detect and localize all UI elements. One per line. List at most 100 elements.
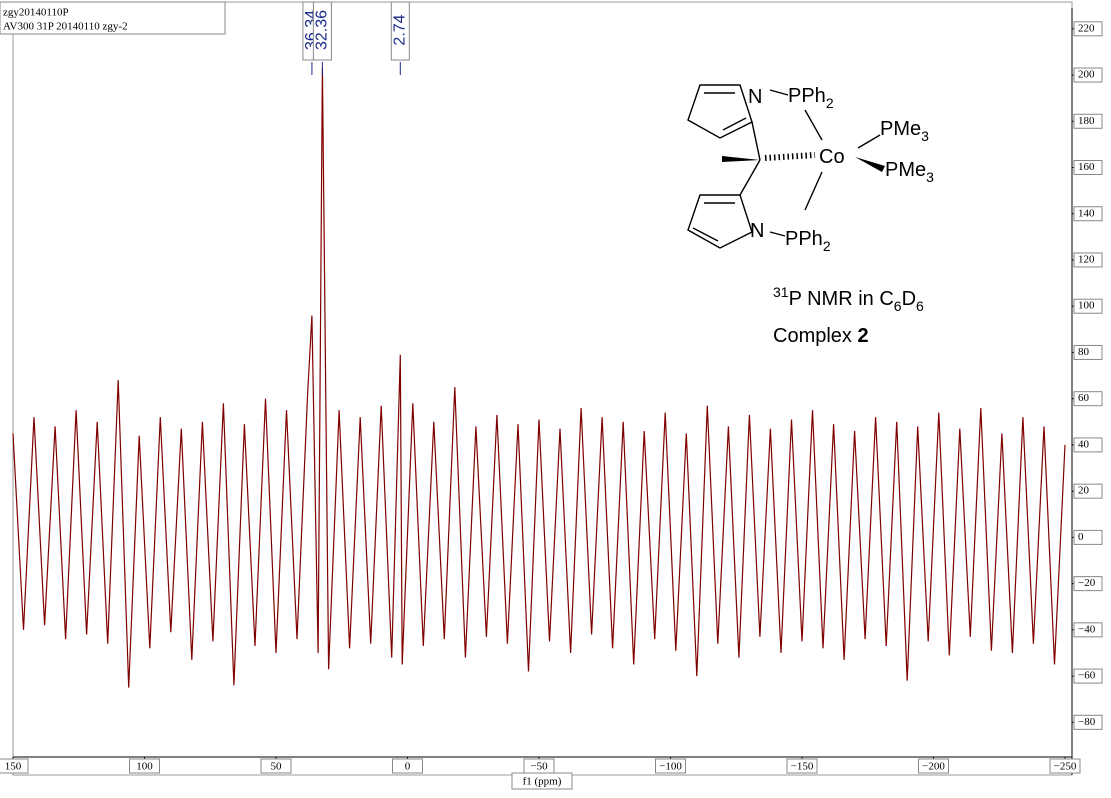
y-tick-box bbox=[1073, 391, 1103, 407]
group-text: PMe bbox=[880, 118, 921, 140]
spectrum-line bbox=[12, 68, 1066, 688]
hash-bond bbox=[764, 152, 816, 161]
bond bbox=[692, 227, 719, 242]
caption: Complex 2 bbox=[773, 325, 869, 347]
caption-text: Complex bbox=[773, 325, 857, 347]
y-tick-box bbox=[1073, 252, 1103, 268]
group: PMe3 bbox=[880, 118, 929, 144]
x-tick-label: 50 bbox=[271, 761, 283, 773]
y-tick-label: −60 bbox=[1078, 670, 1096, 682]
pyrrole-ring bbox=[687, 194, 753, 249]
x-tick-box bbox=[655, 758, 686, 774]
y-tick-label: 60 bbox=[1078, 392, 1090, 404]
y-tick-box bbox=[1073, 622, 1103, 638]
x-tick-label: −50 bbox=[530, 761, 548, 773]
bond bbox=[804, 171, 823, 211]
x-tick-label: −250 bbox=[1054, 761, 1077, 773]
group: PPh2 bbox=[788, 85, 834, 111]
wedge-bond bbox=[722, 156, 760, 162]
header-box bbox=[0, 1, 226, 35]
group-text: PPh bbox=[788, 85, 826, 107]
peak-label-box bbox=[390, 1, 410, 61]
x-tick-box bbox=[392, 758, 423, 774]
x-tick-label: −150 bbox=[791, 761, 814, 773]
y-tick-label: 120 bbox=[1078, 254, 1095, 266]
y-tick-label: 80 bbox=[1078, 346, 1090, 358]
x-tick-box bbox=[260, 758, 292, 774]
caption-text: D bbox=[902, 288, 916, 310]
y-tick-label: 40 bbox=[1078, 438, 1090, 450]
header-line: zgy20140110P bbox=[3, 7, 69, 19]
y-tick-box bbox=[1073, 298, 1103, 314]
caption: 31P NMR in C6D6 bbox=[773, 284, 924, 314]
y-tick-box bbox=[1073, 714, 1103, 730]
x-tick-label: 150 bbox=[5, 761, 22, 773]
x-tick-label: −100 bbox=[659, 761, 682, 773]
group: PPh2 bbox=[785, 228, 831, 254]
y-tick-box bbox=[1073, 668, 1103, 684]
x-tick-box bbox=[918, 758, 949, 774]
y-tick-box bbox=[1073, 576, 1103, 592]
y-tick-label: 0 bbox=[1078, 531, 1084, 543]
x-tick-box bbox=[129, 758, 160, 774]
bond bbox=[739, 159, 761, 196]
atom: Co bbox=[819, 146, 845, 168]
subscript: 6 bbox=[894, 298, 902, 314]
subscript: 2 bbox=[826, 95, 834, 111]
y-tick-box bbox=[1073, 344, 1103, 360]
y-tick-label: −80 bbox=[1078, 716, 1096, 728]
header-line: AV300 31P 20140110 zgy-2 bbox=[3, 21, 128, 33]
bond bbox=[769, 89, 789, 96]
atom: N bbox=[748, 86, 762, 108]
bond bbox=[722, 117, 747, 131]
y-tick-box bbox=[1073, 529, 1103, 545]
y-tick-box bbox=[1073, 67, 1103, 83]
atom: N bbox=[750, 220, 764, 242]
y-tick-box bbox=[1073, 160, 1103, 176]
peak-label: 32.36 bbox=[314, 10, 331, 50]
y-tick-label: 200 bbox=[1078, 69, 1095, 81]
peak-label-box bbox=[312, 1, 332, 61]
bond bbox=[769, 231, 786, 237]
caption-text: P NMR in C bbox=[789, 288, 894, 310]
caption-bold: 2 bbox=[857, 325, 868, 347]
wedge-bond bbox=[855, 157, 885, 172]
x-tick-box bbox=[786, 758, 818, 774]
bond bbox=[804, 109, 823, 141]
y-tick-box bbox=[1073, 483, 1103, 499]
x-tick-label: 0 bbox=[405, 761, 411, 773]
y-tick-box bbox=[1073, 113, 1103, 129]
group-text: PMe bbox=[885, 159, 926, 181]
superscript: 31 bbox=[773, 284, 789, 300]
y-tick-label: 180 bbox=[1078, 115, 1095, 127]
pyrrole-ring bbox=[687, 84, 753, 139]
x-tick-box bbox=[0, 758, 29, 774]
x-tick-label: 100 bbox=[136, 761, 153, 773]
y-tick-label: 220 bbox=[1078, 22, 1095, 34]
x-axis-label: f1 (ppm) bbox=[523, 776, 562, 788]
bond bbox=[857, 134, 881, 149]
y-tick-label: 140 bbox=[1078, 207, 1095, 219]
group-text: PPh bbox=[785, 228, 823, 250]
subscript: 2 bbox=[823, 238, 831, 254]
y-tick-label: 160 bbox=[1078, 161, 1095, 173]
bond bbox=[751, 121, 761, 161]
y-tick-label: −20 bbox=[1078, 577, 1096, 589]
subscript: 3 bbox=[921, 128, 929, 144]
y-tick-label: 100 bbox=[1078, 300, 1095, 312]
subscript: 6 bbox=[916, 298, 924, 314]
y-tick-label: 20 bbox=[1078, 485, 1090, 497]
molecule: N PPh2 Co PMe3 PMe3 N PPh2 bbox=[687, 84, 934, 254]
x-tick-label: −200 bbox=[922, 761, 945, 773]
subscript: 3 bbox=[926, 169, 934, 185]
y-tick-box bbox=[1073, 206, 1103, 222]
y-tick-box bbox=[1073, 21, 1103, 37]
group: PMe3 bbox=[885, 159, 934, 185]
y-tick-box bbox=[1073, 437, 1103, 453]
peak-label: 2.74 bbox=[392, 14, 409, 45]
x-tick-box bbox=[1049, 758, 1081, 774]
x-tick-box bbox=[523, 758, 555, 774]
y-tick-label: −40 bbox=[1078, 623, 1096, 635]
